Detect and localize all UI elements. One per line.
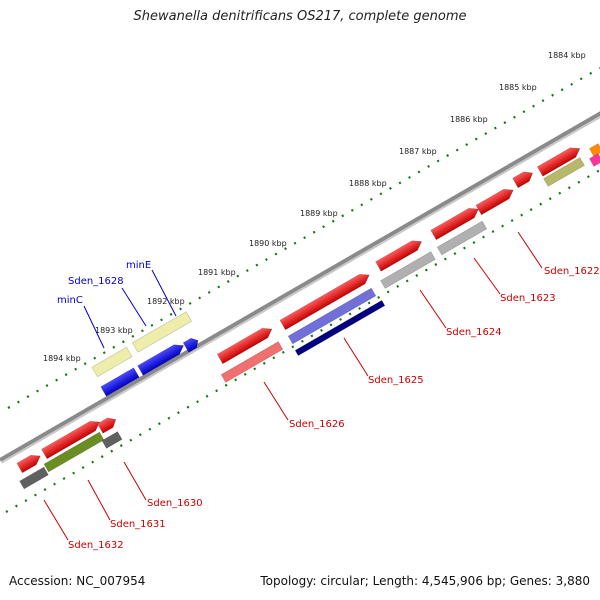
gene-label-sden-1624: Sden_1624	[446, 327, 502, 338]
scale-tick-label: 1886 kbp	[450, 115, 488, 124]
feature-orange	[589, 143, 600, 157]
cds-sden-1625	[279, 273, 370, 331]
feature-darkgrey-1	[101, 431, 123, 449]
cds-sden-1628	[91, 346, 133, 378]
gene-label-minc: minC	[57, 295, 83, 306]
feature-darkgrey-2	[19, 466, 49, 490]
scale-tick-label: 1893 kbp	[95, 326, 133, 335]
cds-mine	[132, 311, 192, 353]
gene-label-sden-1628: Sden_1628	[68, 276, 124, 287]
feature-pink	[220, 341, 284, 383]
cds-sden-1630	[97, 417, 117, 434]
cds-sden-1622	[536, 147, 581, 177]
scale-tick-label: 1889 kbp	[300, 209, 338, 218]
cds-sden-1631	[41, 420, 101, 460]
gene-label-sden-1623: Sden_1623	[500, 293, 556, 304]
gene-label-sden-1622: Sden_1622	[544, 266, 600, 277]
gene-label-sden-1625: Sden_1625	[368, 375, 424, 386]
cds-sden-1624b	[375, 240, 423, 272]
scale-tick-label: 1892 kbp	[147, 297, 185, 306]
feature-olive-1	[543, 157, 585, 187]
genome-summary-text: Topology: circular; Length: 4,545,906 bp…	[260, 574, 590, 588]
cds-sden-1632	[16, 454, 41, 474]
feature-grey-2	[380, 251, 436, 289]
cds-minc-b	[182, 337, 199, 353]
map-title: Shewanella denitrificans OS217, complete…	[133, 9, 467, 24]
cds-sden-1624	[430, 207, 479, 241]
outer-scale-track	[7, 67, 600, 409]
gene-label-sden-1626: Sden_1626	[289, 419, 345, 430]
scale-tick-label: 1894 kbp	[43, 354, 81, 363]
scale-tick-label: 1885 kbp	[499, 83, 537, 92]
cds-sden-1623	[475, 188, 514, 216]
scale-tick-label: 1887 kbp	[399, 147, 437, 156]
gene-label-sden-1631: Sden_1631	[110, 519, 166, 530]
scale-tick-label: 1891 kbp	[198, 268, 236, 277]
cds-sden-1622b	[512, 171, 534, 189]
gene-label-sden-1632: Sden_1632	[68, 540, 124, 551]
feature-magenta	[589, 153, 600, 167]
gene-label-sden-1630: Sden_1630	[147, 498, 203, 509]
backbone-line	[0, 98, 600, 462]
feature-blue-light	[287, 287, 377, 345]
feature-navy	[294, 300, 386, 356]
accession-text: Accession: NC_007954	[9, 574, 146, 588]
scale-tick-label: 1890 kbp	[249, 239, 287, 248]
cds-minc	[137, 344, 185, 376]
inner-scale-track	[5, 169, 600, 513]
cds-minc-c	[100, 367, 140, 397]
cds-sden-1626	[216, 327, 273, 365]
feature-grey-1	[436, 220, 488, 256]
scale-tick-label: 1888 kbp	[349, 179, 387, 188]
gene-label-mine: minE	[126, 260, 151, 271]
scale-tick-label: 1884 kbp	[548, 51, 586, 60]
